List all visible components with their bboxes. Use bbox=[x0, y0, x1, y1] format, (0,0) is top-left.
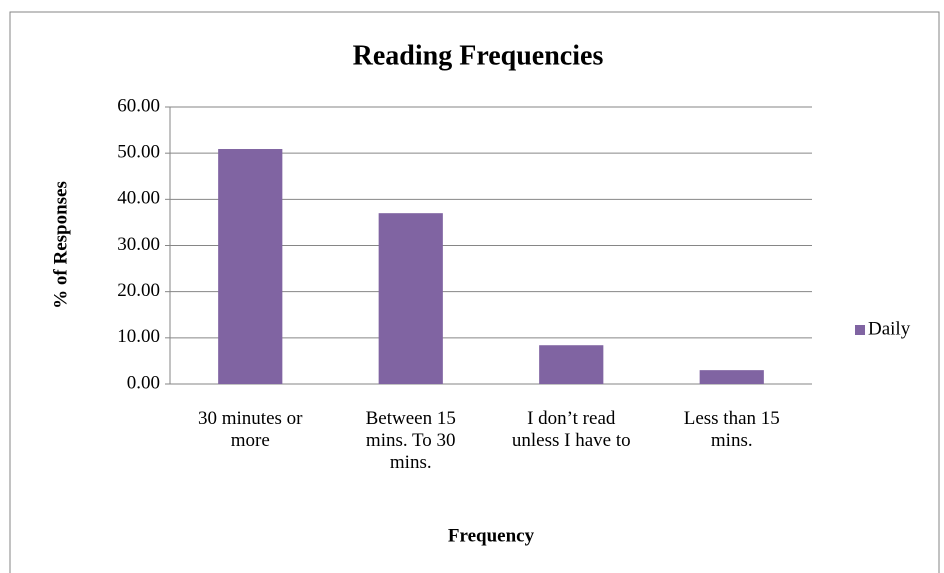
bar bbox=[218, 149, 283, 384]
y-tick-label: 0.00 bbox=[127, 372, 160, 393]
x-tick-label: Between 15 mins. To 30 mins. bbox=[365, 408, 456, 473]
bar bbox=[539, 345, 604, 384]
legend-label: Daily bbox=[868, 318, 911, 339]
x-axis-label: Frequency bbox=[448, 525, 535, 546]
y-tick-label: 60.00 bbox=[117, 95, 160, 116]
chart-title: Reading Frequencies bbox=[353, 40, 604, 71]
bar bbox=[378, 213, 443, 384]
bar bbox=[699, 370, 764, 384]
chart-frame bbox=[9, 11, 940, 573]
x-tick-label: I don’t read unless I have to bbox=[511, 408, 631, 451]
y-axis-label: % of Responses bbox=[50, 181, 71, 309]
legend-swatch bbox=[855, 325, 865, 335]
y-tick-label: 40.00 bbox=[117, 188, 160, 209]
y-tick-label: 10.00 bbox=[117, 326, 160, 347]
y-tick-label: 30.00 bbox=[117, 234, 160, 255]
y-tick-label: 20.00 bbox=[117, 280, 160, 301]
y-tick-label: 50.00 bbox=[117, 142, 160, 163]
x-tick-label: 30 minutes or more bbox=[198, 408, 303, 451]
x-tick-label: Less than 15 mins. bbox=[683, 408, 780, 451]
